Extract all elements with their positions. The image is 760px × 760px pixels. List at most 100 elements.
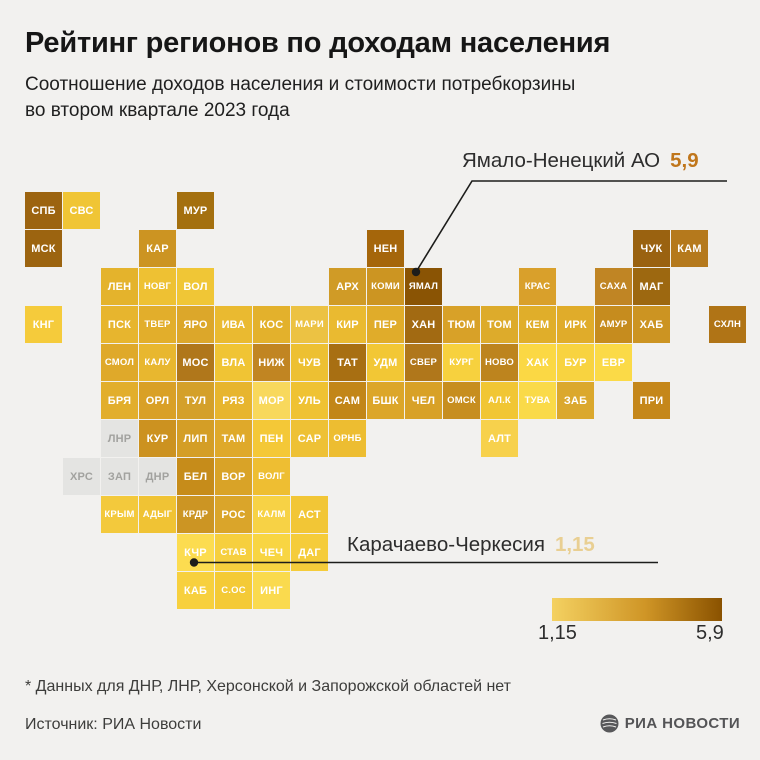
region-tile-АДЫГ: АДЫГ <box>139 496 176 533</box>
region-tile-ВЛА: ВЛА <box>215 344 252 381</box>
region-tile-МОР: МОР <box>253 382 290 419</box>
legend-max-label: 5,9 <box>696 622 724 644</box>
region-tile-АСТ: АСТ <box>291 496 328 533</box>
region-tile-САМ: САМ <box>329 382 366 419</box>
region-tile-ЛЕН: ЛЕН <box>101 268 138 305</box>
region-tile-СХЛН: СХЛН <box>709 306 746 343</box>
region-tile-ДНР: ДНР <box>139 458 176 495</box>
region-tile-ВОЛ: ВОЛ <box>177 268 214 305</box>
region-tile-ТАМ: ТАМ <box>215 420 252 457</box>
legend-min-label: 1,15 <box>538 622 577 644</box>
region-tile-НОВО: НОВО <box>481 344 518 381</box>
logo-text: РИА НОВОСТИ <box>624 715 740 732</box>
region-tile-БШК: БШК <box>367 382 404 419</box>
region-tile-КУР: КУР <box>139 420 176 457</box>
region-tile-КРДР: КРДР <box>177 496 214 533</box>
region-tile-ТВЕР: ТВЕР <box>139 306 176 343</box>
region-tile-ПЕР: ПЕР <box>367 306 404 343</box>
region-tile-ЛИП: ЛИП <box>177 420 214 457</box>
region-tile-КРАС: КРАС <box>519 268 556 305</box>
region-tile-ЧУВ: ЧУВ <box>291 344 328 381</box>
region-tile-МАРИ: МАРИ <box>291 306 328 343</box>
region-tile-АРХ: АРХ <box>329 268 366 305</box>
region-tile-МАГ: МАГ <box>633 268 670 305</box>
region-tile-ИНГ: ИНГ <box>253 572 290 609</box>
region-tile-РЯЗ: РЯЗ <box>215 382 252 419</box>
region-tile-МСК: МСК <box>25 230 62 267</box>
region-tile-КАЛМ: КАЛМ <box>253 496 290 533</box>
region-tile-УЛЬ: УЛЬ <box>291 382 328 419</box>
region-tile-ТАТ: ТАТ <box>329 344 366 381</box>
region-tile-ИВА: ИВА <box>215 306 252 343</box>
subtitle-line-1: Соотношение доходов населения и стоимост… <box>25 74 576 95</box>
region-tile-ПРИ: ПРИ <box>633 382 670 419</box>
region-tile-ЯРО: ЯРО <box>177 306 214 343</box>
region-tile-ЧУК: ЧУК <box>633 230 670 267</box>
footnote: * Данных для ДНР, ЛНР, Херсонской и Запо… <box>25 678 511 695</box>
region-tile-ХАБ: ХАБ <box>633 306 670 343</box>
region-tile-ИРК: ИРК <box>557 306 594 343</box>
region-tile-КАБ: КАБ <box>177 572 214 609</box>
region-tile-НИЖ: НИЖ <box>253 344 290 381</box>
region-tile-ДАГ: ДАГ <box>291 534 328 571</box>
source-text: Источник: РИА Новости <box>25 716 202 733</box>
region-tile-ТОМ: ТОМ <box>481 306 518 343</box>
region-tile-ЯМАЛ: ЯМАЛ <box>405 268 442 305</box>
region-tile-КУРГ: КУРГ <box>443 344 480 381</box>
region-tile-ЕВР: ЕВР <box>595 344 632 381</box>
region-tile-ОРНБ: ОРНБ <box>329 420 366 457</box>
min-annotation-label: Карачаево-Черкесия <box>347 533 545 556</box>
region-tile-ОРЛ: ОРЛ <box>139 382 176 419</box>
tile-map: СПБ СВС МУР МСК КАР НЕН ЧУК КАМ ЛЕН НОВГ ВОЛ АРХ КОМ… <box>25 192 747 610</box>
region-tile-ЧЕЧ: ЧЕЧ <box>253 534 290 571</box>
region-tile-ХАК: ХАК <box>519 344 556 381</box>
max-annotation-value: 5,9 <box>670 149 699 172</box>
region-tile-АЛ.К: АЛ.К <box>481 382 518 419</box>
region-tile-НОВГ: НОВГ <box>139 268 176 305</box>
page-subtitle: Соотношение доходов населения и стоимост… <box>25 72 725 124</box>
region-tile-СПБ: СПБ <box>25 192 62 229</box>
region-tile-БРЯ: БРЯ <box>101 382 138 419</box>
region-tile-АМУР: АМУР <box>595 306 632 343</box>
region-tile-ЗАП: ЗАП <box>101 458 138 495</box>
region-tile-КИР: КИР <box>329 306 366 343</box>
region-tile-УДМ: УДМ <box>367 344 404 381</box>
region-tile-С.ОС: С.ОС <box>215 572 252 609</box>
min-annotation-value: 1,15 <box>554 533 595 556</box>
region-tile-ПЕН: ПЕН <box>253 420 290 457</box>
region-tile-КЕМ: КЕМ <box>519 306 556 343</box>
region-tile-БЕЛ: БЕЛ <box>177 458 214 495</box>
max-annotation-label: Ямало-Ненецкий АО <box>462 149 661 172</box>
region-tile-САР: САР <box>291 420 328 457</box>
region-tile-СТАВ: СТАВ <box>215 534 252 571</box>
region-tile-ХРС: ХРС <box>63 458 100 495</box>
legend-gradient-bar <box>552 598 722 621</box>
region-tile-САХА: САХА <box>595 268 632 305</box>
region-tile-КОС: КОС <box>253 306 290 343</box>
region-tile-ТЮМ: ТЮМ <box>443 306 480 343</box>
region-tile-КЧР: КЧР <box>177 534 214 571</box>
min-annotation: Карачаево-Черкесия 1,15 <box>347 533 595 557</box>
globe-icon <box>600 714 619 733</box>
region-tile-СВС: СВС <box>63 192 100 229</box>
region-tile-ЛНР: ЛНР <box>101 420 138 457</box>
page-title: Рейтинг регионов по доходам населения <box>25 27 611 59</box>
max-annotation: Ямало-Ненецкий АО 5,9 <box>462 149 699 173</box>
region-tile-БУР: БУР <box>557 344 594 381</box>
region-tile-КНГ: КНГ <box>25 306 62 343</box>
region-tile-ТУВА: ТУВА <box>519 382 556 419</box>
region-tile-СМОЛ: СМОЛ <box>101 344 138 381</box>
region-tile-ЗАБ: ЗАБ <box>557 382 594 419</box>
region-tile-ВОР: ВОР <box>215 458 252 495</box>
region-tile-ЧЕЛ: ЧЕЛ <box>405 382 442 419</box>
region-tile-МУР: МУР <box>177 192 214 229</box>
region-tile-ОМСК: ОМСК <box>443 382 480 419</box>
region-tile-АЛТ: АЛТ <box>481 420 518 457</box>
region-tile-КАР: КАР <box>139 230 176 267</box>
region-tile-МОС: МОС <box>177 344 214 381</box>
region-tile-НЕН: НЕН <box>367 230 404 267</box>
ria-novosti-logo: РИА НОВОСТИ <box>600 714 740 733</box>
region-tile-РОС: РОС <box>215 496 252 533</box>
region-tile-СВЕР: СВЕР <box>405 344 442 381</box>
